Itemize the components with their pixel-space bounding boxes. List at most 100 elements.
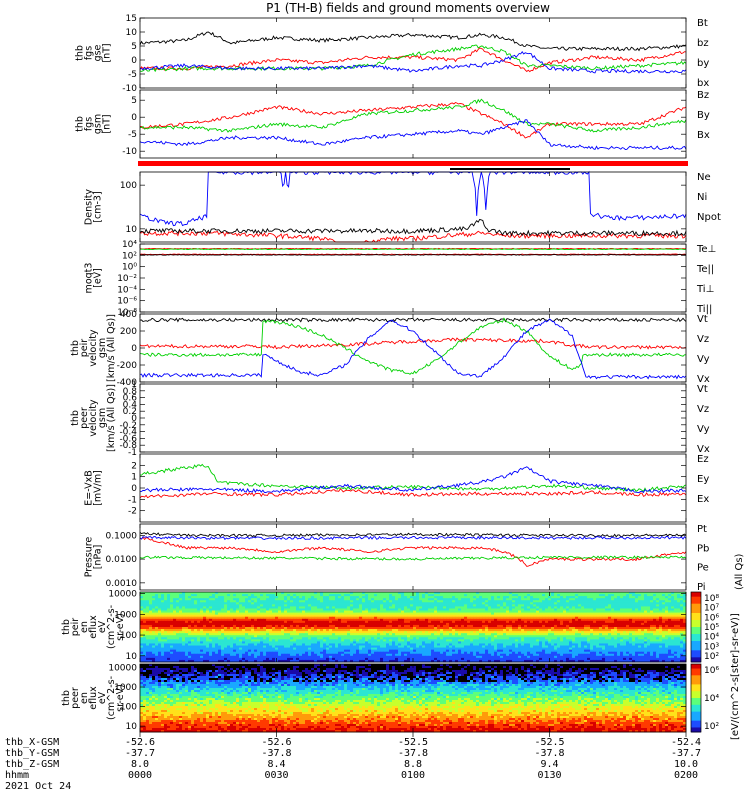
spectrogram-cell bbox=[338, 633, 342, 636]
spectrogram-cell bbox=[377, 616, 381, 620]
spectrogram-cell bbox=[179, 610, 183, 613]
spectrogram-cell bbox=[638, 641, 642, 644]
spectrogram-cell bbox=[419, 606, 423, 609]
spectrogram-cell bbox=[659, 608, 663, 611]
spectrogram-cell bbox=[581, 639, 585, 642]
spectrogram-cell bbox=[611, 618, 615, 622]
spectrogram-cell bbox=[383, 614, 387, 618]
spectrogram-cell bbox=[536, 635, 540, 638]
spectrogram-cell bbox=[245, 622, 249, 626]
spectrogram-cell bbox=[170, 629, 174, 632]
spectrogram-cell bbox=[170, 608, 174, 611]
spectrogram-cell bbox=[503, 600, 507, 603]
spectrogram-cell bbox=[428, 616, 432, 620]
spectrogram-cell bbox=[251, 620, 255, 624]
spectrogram-cell bbox=[506, 631, 510, 634]
spectrogram-cell bbox=[569, 620, 573, 624]
spectrogram-cell bbox=[641, 592, 645, 595]
spectrogram-cell bbox=[554, 629, 558, 632]
spectrogram-cell bbox=[641, 639, 645, 642]
spectrogram-cell bbox=[263, 596, 267, 599]
spectrogram-cell bbox=[611, 600, 615, 603]
spectrogram-cell bbox=[533, 618, 537, 622]
spectrogram-cell bbox=[401, 633, 405, 636]
spectrogram-cell bbox=[449, 604, 453, 607]
spectrogram-cell bbox=[515, 624, 519, 628]
spectrogram-cell bbox=[644, 608, 648, 611]
spectrogram-cell bbox=[197, 631, 201, 634]
spectrogram-cell bbox=[569, 616, 573, 620]
spectrogram-cell bbox=[635, 620, 639, 624]
spectrogram-cell bbox=[185, 620, 189, 624]
spectrogram-cell bbox=[149, 629, 153, 632]
spectrogram-cell bbox=[485, 598, 489, 601]
spectrogram-cell bbox=[311, 624, 315, 628]
spectrogram-cell bbox=[356, 622, 360, 626]
spectrogram-cell bbox=[536, 639, 540, 642]
spectrogram-cell bbox=[329, 639, 333, 642]
spectrogram-cell bbox=[473, 594, 477, 597]
spectrogram-cell bbox=[443, 600, 447, 603]
spectrogram-cell bbox=[254, 612, 258, 616]
spectrogram-cell bbox=[392, 610, 396, 613]
spectrogram-1 bbox=[140, 592, 687, 663]
spectrogram-cell bbox=[617, 635, 621, 638]
spectrogram-cell bbox=[287, 604, 291, 607]
spectrogram-cell bbox=[656, 627, 660, 630]
spectrogram-cell bbox=[419, 643, 423, 646]
spectrogram-cell bbox=[371, 639, 375, 642]
spectrogram-cell bbox=[257, 629, 261, 632]
spectrogram-cell bbox=[671, 596, 675, 599]
spectrogram-cell bbox=[176, 620, 180, 624]
spectrogram-cell bbox=[431, 624, 435, 628]
spectrogram-cell bbox=[263, 635, 267, 638]
spectrogram-cell bbox=[674, 637, 678, 640]
spectrogram-cell bbox=[416, 627, 420, 630]
spectrogram-cell bbox=[380, 643, 384, 646]
spectrogram-cell bbox=[293, 608, 297, 611]
spectrogram-cell bbox=[368, 643, 372, 646]
spectrogram-cell bbox=[200, 608, 204, 611]
spectrogram-cell bbox=[323, 624, 327, 628]
spectrogram-cell bbox=[218, 643, 222, 646]
spectrogram-cell bbox=[461, 600, 465, 603]
spectrogram-cell bbox=[659, 627, 663, 630]
spectrogram-cell bbox=[209, 618, 213, 622]
spectrogram-cell bbox=[308, 602, 312, 605]
spectrogram-cell bbox=[416, 616, 420, 620]
spectrogram-cell bbox=[479, 622, 483, 626]
spectrogram-cell bbox=[410, 600, 414, 603]
spectrogram-cell bbox=[233, 598, 237, 601]
spectrogram-cell bbox=[560, 637, 564, 640]
spectrogram-cell bbox=[197, 641, 201, 644]
spectrogram-cell bbox=[554, 600, 558, 603]
y-tick-label: 0.0010 bbox=[106, 579, 138, 589]
spectrogram-cell bbox=[497, 631, 501, 634]
spectrogram-cell bbox=[500, 604, 504, 607]
spectrogram-cell bbox=[353, 616, 357, 620]
spectrogram-cell bbox=[356, 635, 360, 638]
y-axis-label-line: gse bbox=[93, 44, 104, 61]
spectrogram-cell bbox=[299, 624, 303, 628]
spectrogram-cell bbox=[323, 602, 327, 605]
spectrogram-cell bbox=[584, 637, 588, 640]
spectrogram-cell bbox=[386, 614, 390, 618]
spectrogram-cell bbox=[680, 598, 684, 601]
y-tick-label: 0.0100 bbox=[106, 555, 138, 565]
spectrogram-cell bbox=[587, 608, 591, 611]
spectrogram-cell bbox=[272, 610, 276, 613]
spectrogram-cell bbox=[353, 606, 357, 609]
spectrogram-cell bbox=[395, 610, 399, 613]
spectrogram-cell bbox=[365, 616, 369, 620]
spectrogram-cell bbox=[434, 635, 438, 638]
spectrogram-cell bbox=[164, 602, 168, 605]
spectrogram-cell bbox=[155, 598, 159, 601]
spectrogram-cell bbox=[452, 627, 456, 630]
spectrogram-cell bbox=[653, 612, 657, 616]
y-tick-label: -10 bbox=[122, 147, 137, 157]
spectrogram-cell bbox=[293, 596, 297, 599]
spectrogram-cell bbox=[524, 602, 528, 605]
spectrogram-cell bbox=[440, 637, 444, 640]
spectrogram-cell bbox=[152, 641, 156, 644]
spectrogram-cell bbox=[500, 624, 504, 628]
